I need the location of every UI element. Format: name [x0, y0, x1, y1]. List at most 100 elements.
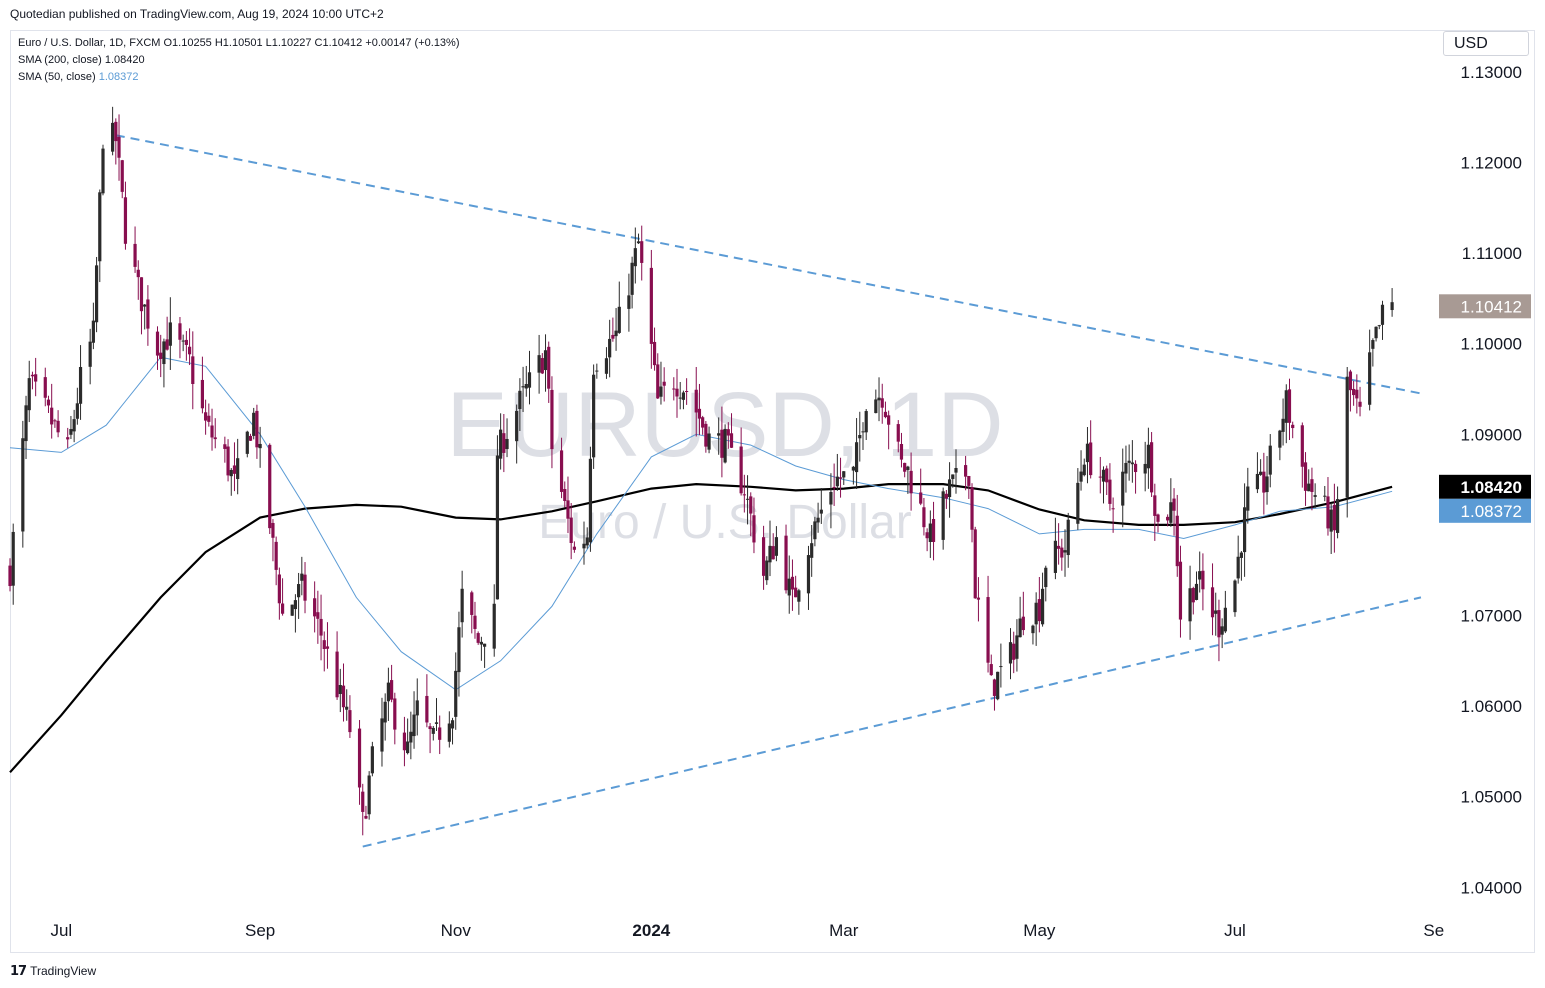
candle-body	[1127, 460, 1131, 463]
candle-body	[450, 720, 455, 729]
candle-body	[181, 340, 185, 342]
candle-body	[357, 728, 362, 788]
candle-body	[604, 358, 609, 374]
resistance-trendline	[115, 134, 1422, 395]
candle-body	[1201, 570, 1205, 590]
candle-body	[794, 587, 798, 598]
candle-body	[1287, 389, 1292, 423]
candle-body	[813, 521, 817, 540]
candle-body	[1169, 502, 1173, 523]
candle-body	[1066, 519, 1070, 556]
candle-body	[864, 411, 868, 433]
candle-body	[56, 420, 60, 433]
candle-body	[1255, 473, 1260, 490]
x-tick-label: Jul	[50, 921, 72, 940]
candle-body	[1220, 626, 1224, 635]
candle-body	[1242, 507, 1247, 553]
candle-body	[1060, 547, 1064, 558]
candle-body	[341, 685, 346, 708]
candle-body	[976, 597, 981, 600]
candle-body	[34, 374, 38, 382]
candle-body	[697, 408, 702, 419]
candle-body	[1259, 471, 1263, 475]
candle-body	[492, 603, 496, 649]
candle-body	[402, 732, 407, 751]
candle-body	[165, 339, 169, 350]
candle-body	[816, 517, 820, 523]
legend-sma50: SMA (50, close) 1.08372	[18, 69, 460, 86]
candle-body	[630, 262, 634, 295]
candle-body	[1124, 462, 1128, 474]
candle-body	[925, 532, 929, 539]
currency-button[interactable]: USD	[1443, 31, 1529, 56]
candle-body	[406, 741, 410, 754]
candle-body	[1377, 325, 1381, 327]
candle-body	[1146, 444, 1150, 469]
candle-body	[947, 479, 952, 498]
candle-body	[906, 466, 910, 471]
candle-body	[412, 714, 416, 737]
candle-body	[1233, 580, 1237, 613]
candle-body	[479, 641, 483, 645]
candle-body	[143, 304, 147, 307]
legend-sma200: SMA (200, close) 1.08420	[18, 52, 460, 69]
candle-body	[951, 474, 955, 479]
candle-body	[569, 517, 573, 543]
candle-body	[1133, 463, 1138, 473]
candle-body	[662, 381, 666, 386]
candle-body	[944, 493, 948, 499]
candle-body	[438, 727, 442, 740]
candle-body	[191, 356, 195, 385]
y-tick-label: 1.10000	[1461, 335, 1522, 354]
candle-body	[280, 603, 285, 614]
candle-body	[46, 399, 51, 406]
candle-body	[883, 411, 888, 418]
candle-body	[742, 494, 746, 496]
price-tag-label: 1.10412	[1461, 297, 1522, 316]
candle-body	[829, 491, 833, 505]
candle-body	[611, 334, 615, 339]
tradingview-logo-icon: 𝟭𝟳	[10, 963, 27, 978]
candle-body	[293, 600, 297, 610]
candle-body	[1310, 479, 1314, 492]
candle-body	[476, 633, 480, 643]
candle-body	[226, 446, 230, 476]
candle-body	[1326, 496, 1330, 529]
price-tag-label: 1.08372	[1461, 502, 1522, 521]
candle-body	[877, 397, 881, 401]
candle-body	[774, 537, 779, 556]
candle-body	[88, 341, 92, 367]
candle-body	[1085, 443, 1090, 463]
candle-body	[258, 443, 262, 449]
candle-body	[482, 643, 487, 647]
candle-body	[505, 438, 509, 450]
candle-body	[1303, 462, 1308, 491]
footer-brand-text: TradingView	[30, 964, 97, 978]
candle-body	[1358, 401, 1362, 407]
candle-body	[1172, 498, 1176, 511]
candle-body	[1345, 376, 1349, 498]
candle-body	[380, 718, 384, 752]
candle-body	[521, 386, 525, 388]
candle-body	[1291, 424, 1295, 429]
candle-body	[297, 584, 301, 598]
candle-body	[290, 604, 294, 616]
candle-body	[120, 160, 124, 192]
candle-body	[229, 469, 233, 477]
candle-body	[572, 546, 576, 550]
candle-body	[614, 330, 618, 337]
candle-body	[11, 531, 15, 586]
candle-body	[672, 388, 676, 390]
y-tick-label: 1.11000	[1462, 244, 1522, 263]
x-tick-label: Jul	[1224, 921, 1246, 940]
candle-body	[473, 615, 477, 629]
candle-body	[207, 415, 211, 422]
candle-body	[136, 269, 140, 278]
candle-body	[790, 576, 795, 590]
candle-body	[1329, 509, 1333, 532]
candle-body	[348, 710, 352, 733]
candle-body	[409, 731, 413, 743]
candle-body	[1278, 430, 1282, 448]
candle-body	[1166, 516, 1170, 521]
